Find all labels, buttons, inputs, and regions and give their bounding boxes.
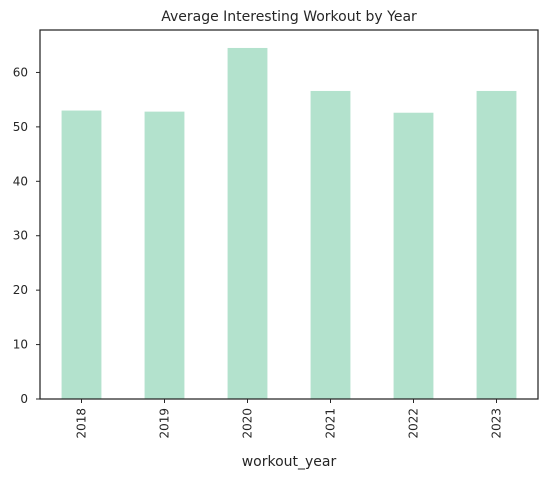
- x-tick-label-2018: 2018: [75, 408, 89, 439]
- y-tick-label-0: 0: [20, 392, 28, 406]
- y-tick-label-50: 50: [13, 120, 28, 134]
- bar-2023: [476, 90, 517, 399]
- bar-2018: [61, 110, 102, 399]
- y-tick-label-30: 30: [13, 229, 28, 243]
- bars-group: [61, 47, 517, 400]
- y-tick-label-40: 40: [13, 174, 28, 188]
- x-tick-label-2022: 2022: [407, 408, 421, 439]
- x-tick-label-2020: 2020: [241, 408, 255, 439]
- bar-2020: [227, 47, 268, 400]
- chart-title: Average Interesting Workout by Year: [161, 9, 417, 25]
- y-axis: 0 10 20 30 40 50 60: [13, 65, 40, 406]
- bar-2019: [144, 111, 185, 399]
- x-tick-label-2023: 2023: [490, 408, 504, 439]
- x-axis-label: workout_year: [242, 454, 337, 470]
- bar-2022: [393, 112, 434, 400]
- bar-2021: [310, 90, 351, 399]
- x-tick-label-2019: 2019: [158, 408, 172, 439]
- plot-frame: [39, 29, 539, 400]
- y-tick-label-60: 60: [13, 65, 28, 79]
- y-tick-label-10: 10: [13, 338, 28, 352]
- y-tick-label-20: 20: [13, 283, 28, 297]
- x-tick-label-2021: 2021: [324, 408, 338, 439]
- x-axis: 2018 2019 2020 2021 2022 2023: [75, 399, 504, 439]
